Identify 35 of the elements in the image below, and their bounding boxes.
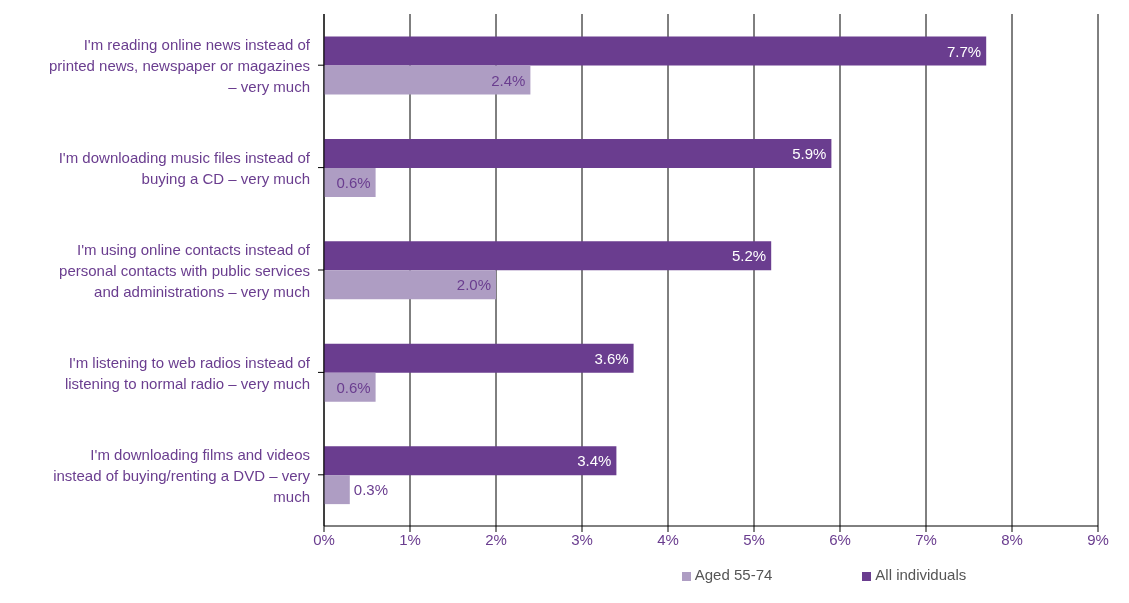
data-label: 5.9% <box>792 144 827 162</box>
legend-label: Aged 55-74 <box>694 566 773 583</box>
data-label: 0.6% <box>336 378 371 396</box>
y-tick-label: I'm listening to web radios instead of listening to normal radio – very much <box>64 353 311 392</box>
bar <box>324 36 987 66</box>
x-tick-label: 1% <box>399 530 421 548</box>
data-label: 0.6% <box>336 173 371 191</box>
bar <box>324 138 832 168</box>
data-label: 0.3% <box>353 481 388 499</box>
data-label: 3.6% <box>594 349 629 367</box>
data-label: 5.2% <box>732 247 767 265</box>
x-tick-label: 6% <box>829 530 851 548</box>
x-tick-label: 7% <box>915 530 937 548</box>
legend-label: All individuals <box>875 566 967 583</box>
bar <box>324 241 772 271</box>
bar <box>324 446 617 476</box>
data-label: 7.7% <box>947 42 982 60</box>
y-tick-label: I'm using online contacts instead of personal contacts with public services and administrations – very much <box>59 240 311 300</box>
bar <box>324 270 496 300</box>
x-tick-label: 5% <box>743 530 765 548</box>
data-label: 2.0% <box>456 276 491 294</box>
x-tick-label: 3% <box>571 530 593 548</box>
data-label: 3.4% <box>577 452 612 470</box>
x-tick-label: 2% <box>485 530 507 548</box>
x-tick-label: 8% <box>1001 530 1023 548</box>
bar <box>324 65 531 95</box>
y-tick-label: I'm downloading films and videos instead of buying/renting a DVD – very much <box>53 445 311 505</box>
bar <box>324 343 634 373</box>
y-tick-label: I'm reading online news instead of printed news, newspaper or magazines – very much <box>49 35 311 95</box>
x-tick-label: 0% <box>313 530 335 548</box>
y-tick-label: I'm downloading music files instead of buying a CD – very much <box>58 148 311 187</box>
x-tick-label: 4% <box>657 530 679 548</box>
bar <box>324 475 350 505</box>
data-label: 2.4% <box>491 71 526 89</box>
x-tick-label: 9% <box>1087 530 1109 548</box>
